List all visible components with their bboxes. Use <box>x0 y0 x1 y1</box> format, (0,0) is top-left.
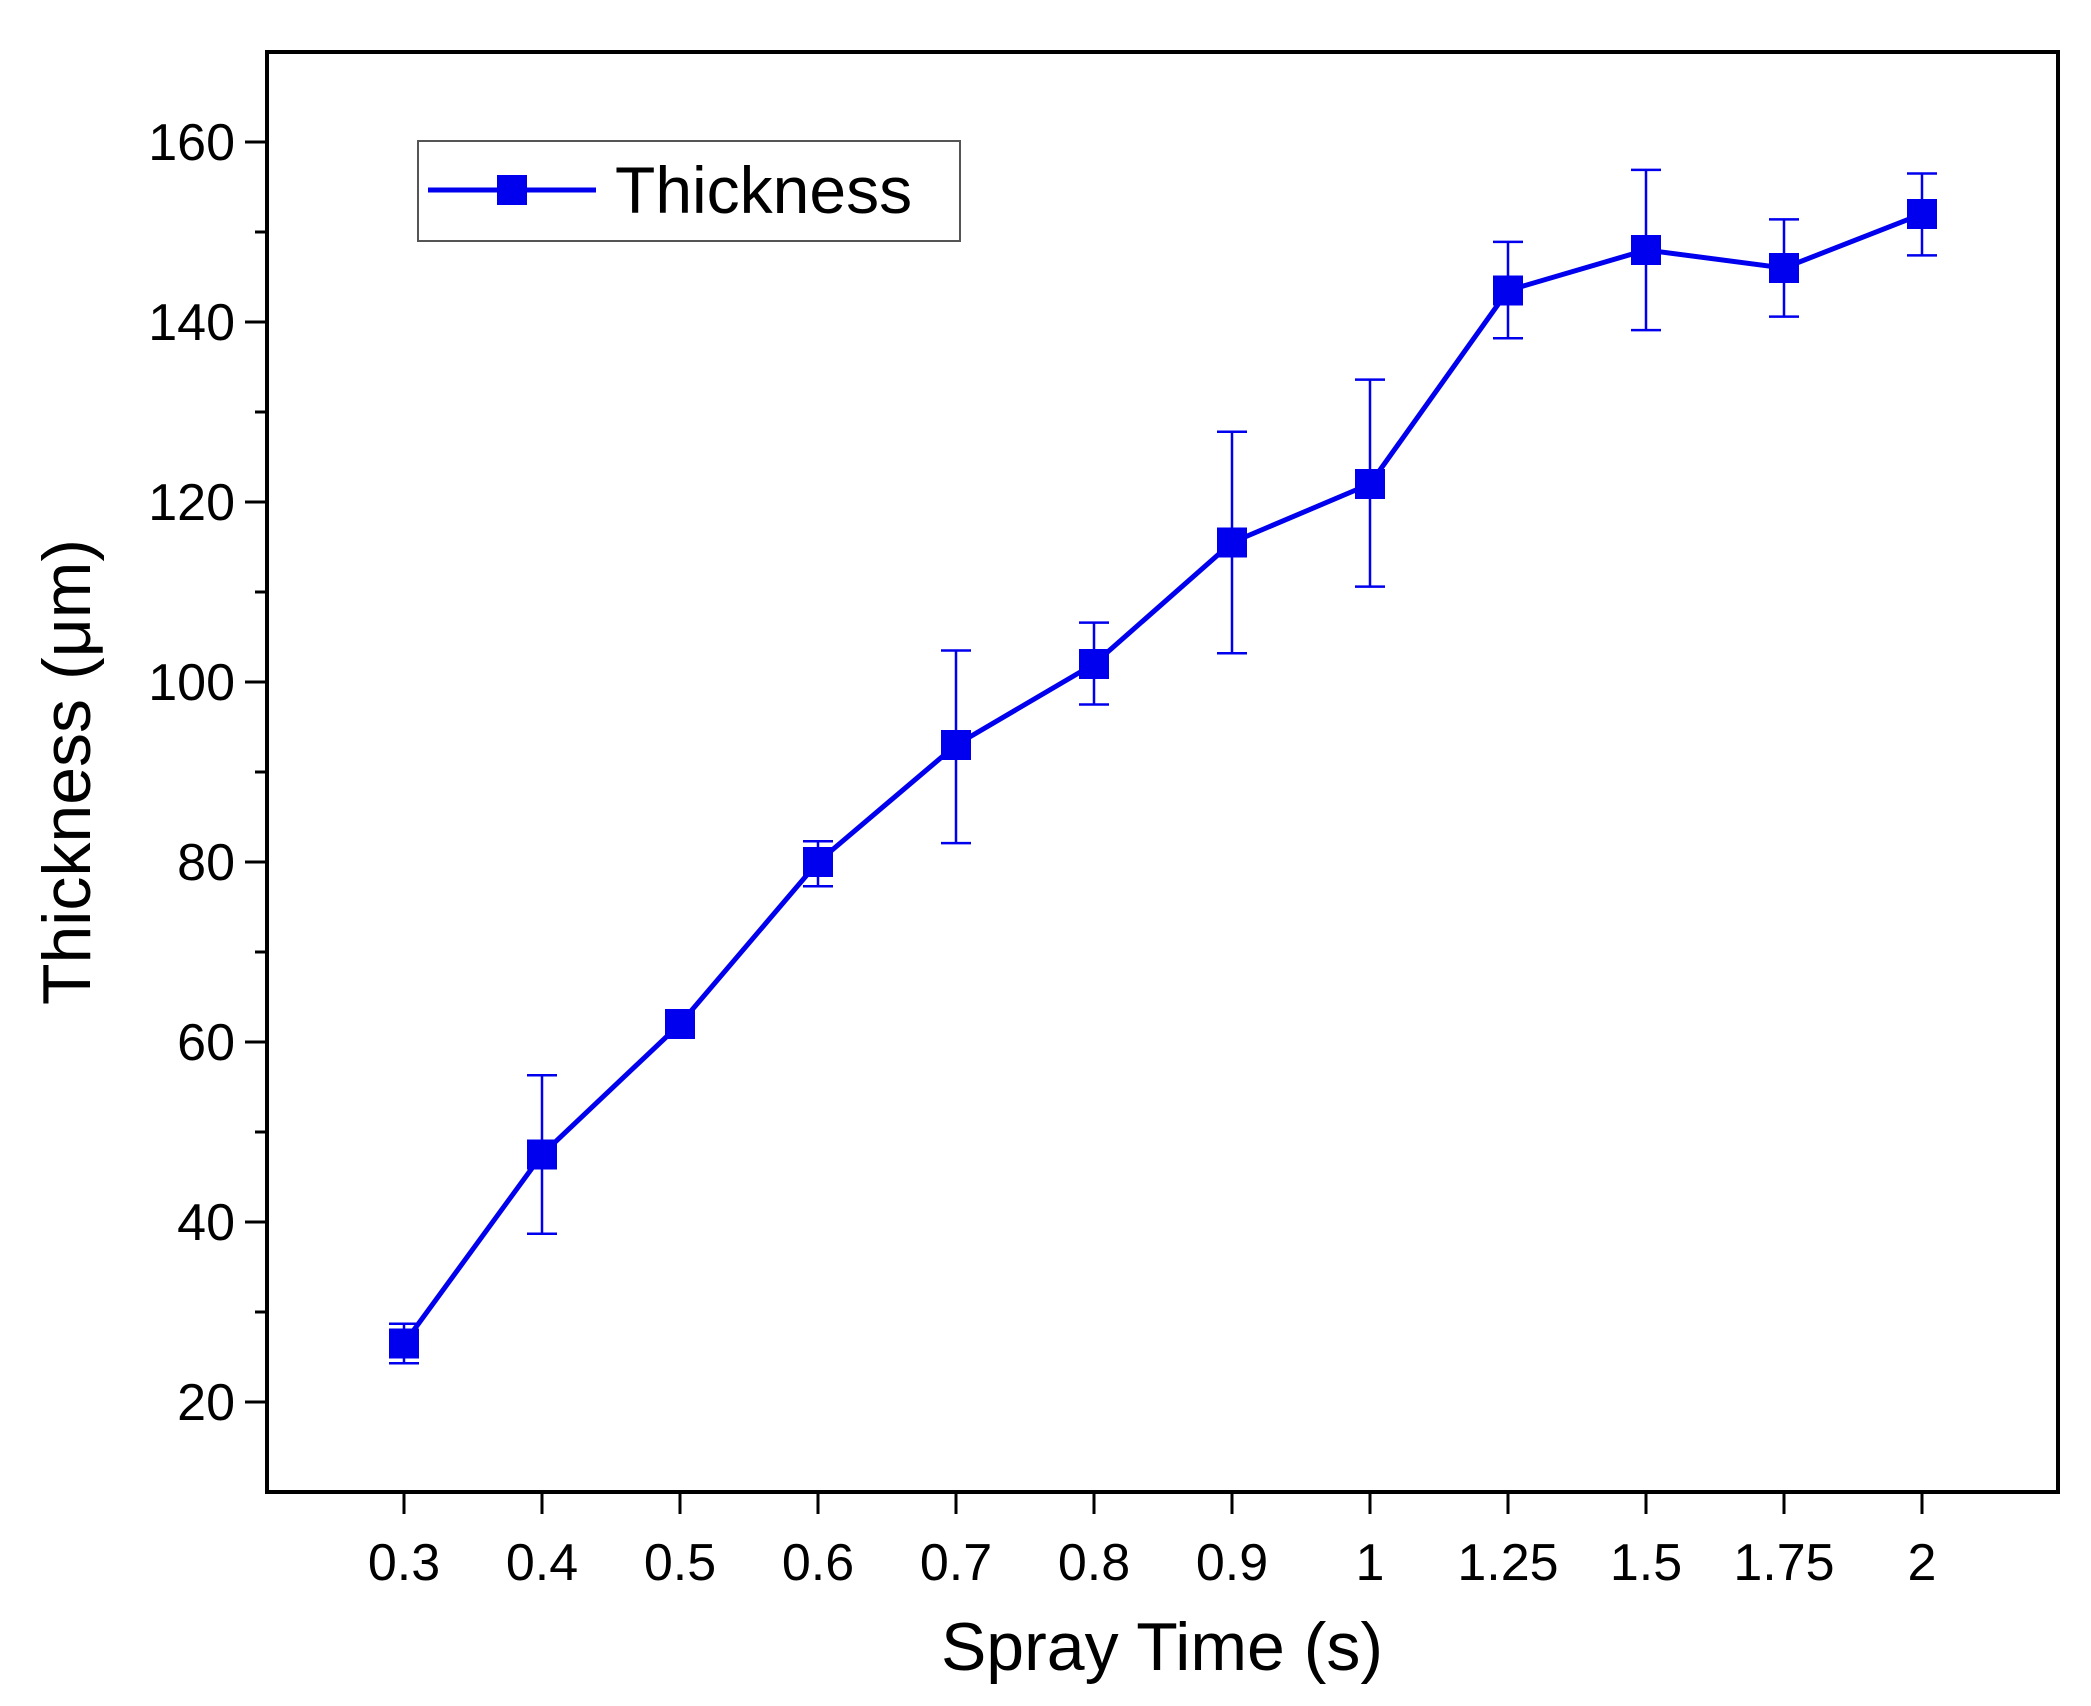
data-point-marker <box>1493 275 1523 306</box>
data-markers <box>389 199 1937 1359</box>
x-tick-label: 0.9 <box>1196 1534 1268 1592</box>
x-axis-ticks <box>402 1492 1924 1514</box>
data-point-marker <box>803 847 833 877</box>
y-tick-label: 40 <box>177 1194 235 1252</box>
x-tick-label: 0.8 <box>1058 1534 1130 1592</box>
y-axis-title: Thickness (μm) <box>29 539 105 1005</box>
data-point-marker <box>1355 469 1385 499</box>
data-point-marker <box>1769 253 1799 283</box>
thickness-series-line <box>401 211 1923 1345</box>
y-tick-label: 160 <box>148 114 235 172</box>
x-tick-label: 2 <box>1908 1534 1937 1592</box>
data-point-marker <box>1631 235 1661 265</box>
x-tick-label: 1 <box>1356 1534 1385 1592</box>
data-point-marker <box>389 1328 419 1359</box>
x-tick-label: 0.4 <box>506 1534 578 1592</box>
data-point-marker <box>1907 199 1937 229</box>
data-point-marker <box>527 1139 557 1170</box>
data-point-marker <box>1217 527 1247 558</box>
x-tick-label: 0.7 <box>920 1534 992 1592</box>
data-point-marker <box>665 1009 695 1039</box>
x-tick-label: 0.3 <box>368 1534 440 1592</box>
data-point-marker <box>941 730 971 760</box>
legend-label: Thickness <box>615 153 912 227</box>
legend-square-marker-icon <box>497 175 527 205</box>
y-tick-label: 60 <box>177 1014 235 1072</box>
x-tick-label: 0.6 <box>782 1534 854 1592</box>
x-tick-label: 1.5 <box>1610 1534 1682 1592</box>
x-axis-title: Spray Time (s) <box>941 1609 1383 1685</box>
x-tick-label: 1.75 <box>1733 1534 1834 1592</box>
plot-frame <box>265 50 2060 1494</box>
x-axis-tick-labels: 0.3 0.4 0.5 0.6 0.7 0.8 0.9 1 1.25 1.5 1.75 2 <box>368 1534 1937 1592</box>
x-tick-label: 1.25 <box>1457 1534 1558 1592</box>
legend: Thickness <box>417 140 961 242</box>
y-tick-label: 80 <box>177 834 235 892</box>
y-tick-label: 20 <box>177 1374 235 1432</box>
y-axis-tick-labels: 20 40 60 80 100 120 140 160 <box>148 114 235 1432</box>
y-tick-label: 140 <box>148 294 235 352</box>
data-point-marker <box>1079 649 1109 679</box>
x-tick-label: 0.5 <box>644 1534 716 1592</box>
y-tick-label: 100 <box>148 654 235 712</box>
y-tick-label: 120 <box>148 474 235 532</box>
